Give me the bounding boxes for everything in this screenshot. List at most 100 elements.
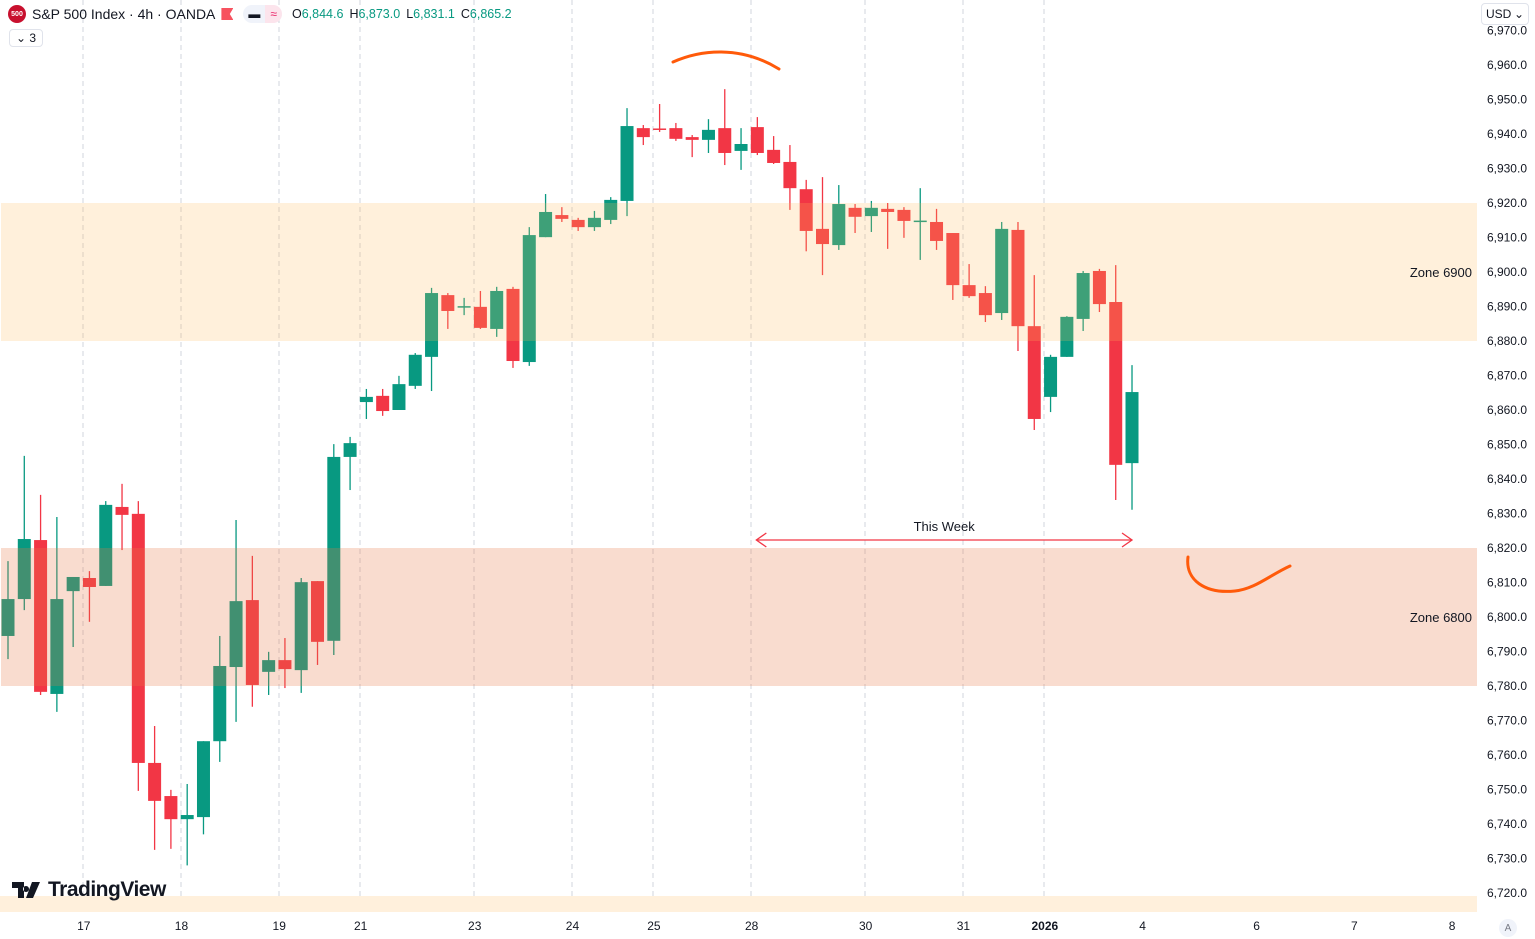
candle xyxy=(278,638,292,689)
candle xyxy=(930,208,944,250)
candle xyxy=(34,494,48,695)
candle-body xyxy=(897,209,911,221)
currency-select[interactable]: USD ⌄ xyxy=(1481,3,1529,25)
candle xyxy=(408,353,422,389)
candle-body xyxy=(441,295,455,311)
chevron-down-icon: ⌄ xyxy=(16,31,27,45)
candle-body xyxy=(848,207,862,217)
time-tick-label: 8 xyxy=(1449,919,1456,933)
currency-label: USD xyxy=(1486,7,1512,21)
candle-body xyxy=(34,540,48,692)
candle-body xyxy=(311,581,325,642)
price-tick-label: 6,910.0 xyxy=(1487,231,1527,245)
candle xyxy=(734,128,748,170)
candle-body xyxy=(99,504,113,586)
candle-body xyxy=(17,539,31,600)
candle-body xyxy=(164,796,178,820)
price-tick-label: 6,880.0 xyxy=(1487,334,1527,348)
candle xyxy=(767,136,781,165)
candle xyxy=(376,388,390,416)
time-tick-label: 6 xyxy=(1253,919,1260,933)
zone-label: Zone 6900 xyxy=(1410,265,1472,280)
candle xyxy=(995,221,1009,320)
time-tick-label: 4 xyxy=(1139,919,1146,933)
indicators-toggle-button[interactable]: ⌄ 3 xyxy=(9,29,44,47)
candle xyxy=(897,207,911,238)
candle xyxy=(99,501,113,586)
candle-body xyxy=(131,513,145,763)
price-tick-label: 6,750.0 xyxy=(1487,783,1527,797)
candle-body xyxy=(783,161,797,189)
candle-body xyxy=(1044,356,1058,397)
candle-body xyxy=(555,215,569,219)
price-tick-label: 6,720.0 xyxy=(1487,886,1527,900)
candle-body xyxy=(359,396,373,403)
candle-body xyxy=(685,137,699,140)
time-tick-label: 19 xyxy=(273,919,287,933)
candle-body xyxy=(278,660,292,670)
candle xyxy=(457,297,471,316)
candle xyxy=(946,233,960,300)
price-tick-label: 6,960.0 xyxy=(1487,58,1527,72)
symbol-title[interactable]: S&P 500 Index · 4h · OANDA xyxy=(32,6,216,22)
candle-body xyxy=(1125,392,1139,464)
candle xyxy=(750,117,764,156)
candle-body xyxy=(327,456,341,641)
price-tick-label: 6,860.0 xyxy=(1487,403,1527,417)
candle xyxy=(1,561,15,660)
candle-body xyxy=(636,128,650,138)
candle xyxy=(864,200,878,232)
price-tick-label: 6,920.0 xyxy=(1487,196,1527,210)
candle xyxy=(848,204,862,234)
candle xyxy=(213,635,227,762)
candle xyxy=(685,135,699,158)
price-tick-label: 6,830.0 xyxy=(1487,507,1527,521)
zone-rectangle xyxy=(1,203,1477,341)
candle-body xyxy=(229,601,243,668)
candle xyxy=(832,185,846,250)
candle xyxy=(506,286,520,368)
candle xyxy=(1060,316,1074,357)
time-tick-label: 17 xyxy=(77,919,91,933)
tradingview-logo-icon xyxy=(12,882,40,898)
candle xyxy=(1092,268,1106,313)
candle xyxy=(718,89,732,166)
price-tick-label: 6,740.0 xyxy=(1487,817,1527,831)
auto-scale-button[interactable]: A xyxy=(1499,919,1517,937)
candle xyxy=(962,264,976,298)
candle-body xyxy=(832,204,846,246)
time-tick-label: 24 xyxy=(566,919,580,933)
candle-body xyxy=(50,599,64,694)
candle-body xyxy=(408,354,422,386)
price-tick-label: 6,790.0 xyxy=(1487,645,1527,659)
candle-body xyxy=(522,235,536,363)
flag-icon[interactable] xyxy=(221,8,234,20)
time-tick-label: 2026 xyxy=(1032,919,1059,933)
candle xyxy=(343,436,357,491)
price-tick-label: 6,800.0 xyxy=(1487,610,1527,624)
candle-body xyxy=(294,582,308,671)
candle xyxy=(555,207,569,222)
candle xyxy=(881,203,895,249)
candle xyxy=(229,520,243,722)
price-tick-label: 6,970.0 xyxy=(1487,24,1527,38)
candle-body xyxy=(587,217,601,228)
market-status-pill[interactable]: ▬ ≈ xyxy=(243,5,282,23)
approx-icon: ≈ xyxy=(265,5,282,23)
price-tick-label: 6,850.0 xyxy=(1487,438,1527,452)
price-tick-label: 6,950.0 xyxy=(1487,93,1527,107)
candle-body xyxy=(816,228,829,245)
price-tick-label: 6,930.0 xyxy=(1487,162,1527,176)
candle xyxy=(245,555,259,707)
indicator-count: 3 xyxy=(29,31,37,45)
open-value: 6,844.6 xyxy=(301,7,344,21)
time-tick-label: 25 xyxy=(647,919,661,933)
candle-body xyxy=(620,126,634,201)
candle xyxy=(473,290,487,329)
tradingview-logo[interactable]: TradingView xyxy=(12,878,166,902)
candle xyxy=(1109,265,1123,501)
candle xyxy=(425,287,439,392)
candle xyxy=(294,578,308,693)
candle-body xyxy=(376,395,390,412)
